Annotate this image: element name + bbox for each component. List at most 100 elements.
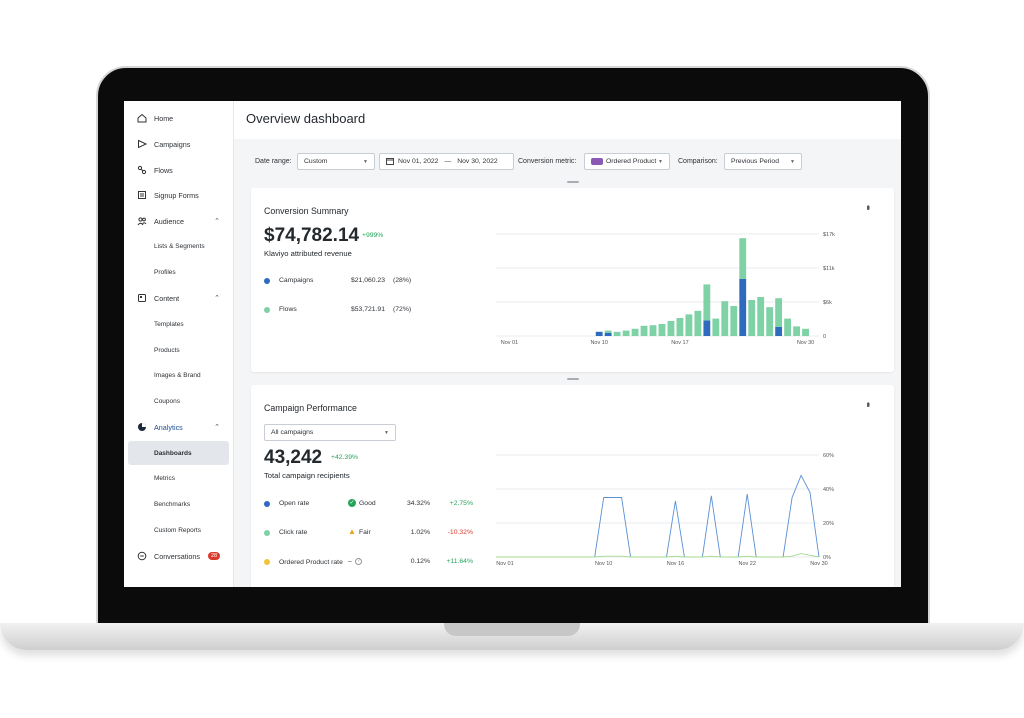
- chevron-up-icon[interactable]: ⌃: [214, 424, 220, 431]
- date-separator: —: [444, 158, 452, 165]
- metric-delta-ordered-product-rate: +11.64%: [446, 558, 473, 565]
- bar: [694, 310, 702, 336]
- x-tick-label: Nov 01: [496, 561, 513, 567]
- send-icon: [137, 139, 147, 149]
- sidebar-item-custom-reports[interactable]: Custom Reports: [154, 526, 201, 534]
- date-range-select[interactable]: Custom ▼: [297, 153, 375, 170]
- x-tick-label: Nov 10: [590, 340, 607, 346]
- sidebar-item-signup-forms[interactable]: Signup Forms: [124, 183, 234, 207]
- app-screen: Home Campaigns Flows Signup Forms Audien…: [124, 101, 901, 587]
- metric-value-ordered-product-rate: 0.12%: [410, 558, 430, 565]
- bar: [649, 325, 657, 336]
- metric-value-open-rate: 34.32%: [406, 500, 430, 507]
- sidebar-item-coupons[interactable]: Coupons: [154, 397, 181, 405]
- help-icon[interactable]: ?: [355, 558, 362, 565]
- date-range-value: Custom: [304, 158, 328, 165]
- chevron-up-icon[interactable]: ⌃: [214, 218, 220, 225]
- campaign-filter-value: All campaigns: [271, 429, 314, 436]
- drag-handle[interactable]: [567, 378, 579, 380]
- sidebar-item-images-brand[interactable]: Images & Brand: [154, 371, 201, 379]
- metric-status-ordered-product-rate: –: [348, 558, 352, 565]
- sidebar-item-dashboards[interactable]: Dashboards: [128, 441, 229, 465]
- sidebar-item-label: Content: [154, 293, 180, 303]
- sidebar-item-label: Flows: [154, 165, 173, 175]
- metric-label-click-rate: Click rate: [279, 529, 308, 536]
- sidebar-item-home[interactable]: Home: [124, 106, 234, 130]
- bar: [757, 297, 765, 336]
- x-tick-label: Nov 16: [667, 561, 684, 567]
- card-title: Conversion Summary: [264, 206, 349, 216]
- sidebar-item-flows[interactable]: Flows: [124, 158, 234, 182]
- page-title: Overview dashboard: [246, 111, 366, 126]
- sidebar-item-label: Campaigns: [154, 139, 191, 149]
- sidebar: Home Campaigns Flows Signup Forms Audien…: [124, 101, 234, 587]
- y-tick-label: 40%: [823, 487, 834, 493]
- sidebar-item-profiles[interactable]: Profiles: [154, 268, 176, 276]
- drag-handle[interactable]: [567, 181, 579, 183]
- bar: [640, 325, 648, 336]
- sidebar-item-products[interactable]: Products: [154, 346, 180, 354]
- sidebar-item-audience[interactable]: Audience ⌃: [124, 209, 234, 233]
- sidebar-item-metrics[interactable]: Metrics: [154, 474, 175, 482]
- sidebar-item-benchmarks[interactable]: Benchmarks: [154, 500, 191, 508]
- campaign-filter-select[interactable]: All campaigns ▼: [264, 424, 396, 441]
- more-options-icon[interactable]: •••: [863, 402, 873, 406]
- title-bar: Overview dashboard: [234, 101, 901, 139]
- bar: [604, 330, 612, 333]
- woo-logo-icon: [591, 158, 603, 165]
- legend-dot-click-rate: [264, 530, 270, 536]
- legend-dot-ordered-product-rate: [264, 559, 270, 565]
- sidebar-item-campaigns[interactable]: Campaigns: [124, 132, 234, 156]
- bar: [775, 327, 783, 336]
- more-options-icon[interactable]: •••: [863, 205, 873, 209]
- bar: [766, 307, 774, 336]
- bar: [685, 314, 693, 336]
- legend-pct-campaigns: (28%): [393, 277, 412, 284]
- bar: [730, 306, 738, 336]
- check-circle-icon: ✓: [348, 499, 356, 507]
- pie-chart-icon: [137, 422, 147, 432]
- campaign-total: 43,242: [264, 447, 323, 468]
- sidebar-item-label: Home: [154, 113, 174, 123]
- sidebar-item-analytics[interactable]: Analytics ⌃: [124, 415, 234, 439]
- conversion-bar-chart: $17k $11k $6k 0 Nov 01 Nov 10 Nov 17 Nov 30: [496, 232, 835, 346]
- content-icon: [137, 293, 147, 303]
- x-tick-label: Nov 30: [810, 561, 827, 567]
- campaign-performance-card: Campaign Performance ••• All campaigns ▼…: [251, 378, 894, 587]
- conversion-metric-select[interactable]: Ordered Product ▼: [584, 153, 670, 170]
- campaign-delta: +42.39%: [331, 454, 359, 461]
- main-content: Overview dashboard Date range: Custom ▼ …: [234, 101, 901, 587]
- y-tick-label: $17k: [823, 232, 835, 238]
- legend-dot-open-rate: [264, 501, 270, 507]
- bar: [721, 301, 729, 336]
- end-date[interactable]: Nov 30, 2022: [457, 158, 498, 165]
- sidebar-item-content[interactable]: Content ⌃: [124, 286, 234, 310]
- bar: [667, 321, 675, 336]
- sidebar-item-conversations[interactable]: Conversations 28: [124, 544, 234, 568]
- flows-icon: [137, 165, 147, 175]
- chevron-down-icon: ▼: [658, 158, 663, 165]
- start-date[interactable]: Nov 01, 2022: [398, 158, 439, 165]
- metric-delta-click-rate: -10.32%: [447, 529, 473, 536]
- campaign-line-chart: 60% 40% 20% 0% Nov 01 Nov 10 Nov 16 Nov 22 Nov 3…: [496, 453, 834, 567]
- metric-status-click-rate: Fair: [359, 529, 371, 536]
- legend-value-flows: $53,721.91: [350, 306, 385, 313]
- sidebar-item-templates[interactable]: Templates: [154, 320, 184, 328]
- date-picker[interactable]: Nov 01, 2022 — Nov 30, 2022: [379, 153, 514, 170]
- y-tick-label: $6k: [823, 300, 832, 306]
- comparison-select[interactable]: Previous Period ▼: [724, 153, 802, 170]
- chevron-down-icon: ▼: [790, 158, 795, 165]
- bar: [739, 279, 747, 336]
- comparison-value: Previous Period: [731, 158, 779, 165]
- sidebar-item-lists-segments[interactable]: Lists & Segments: [154, 242, 205, 250]
- sidebar-item-label: Audience: [154, 216, 184, 226]
- chevron-up-icon[interactable]: ⌃: [214, 295, 220, 302]
- notification-badge: 28: [208, 552, 221, 560]
- metric-label-open-rate: Open rate: [279, 500, 310, 507]
- y-tick-label: 0%: [823, 555, 831, 561]
- conversion-summary-card: Conversion Summary ••• $74,782.14 +999% …: [251, 181, 894, 372]
- bar: [784, 318, 792, 336]
- bar: [802, 328, 809, 336]
- y-tick-label: 60%: [823, 453, 834, 459]
- calendar-icon: [386, 157, 394, 167]
